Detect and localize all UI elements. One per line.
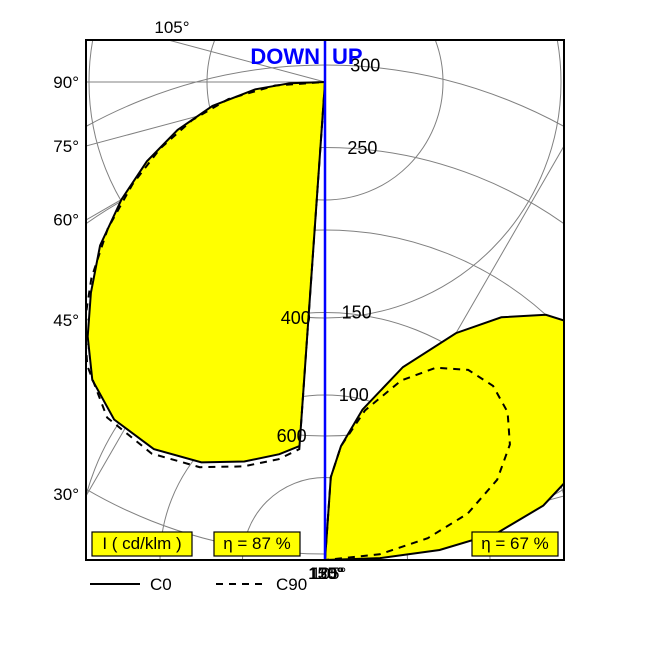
left-angle-90: 90° bbox=[53, 73, 79, 92]
left-angle-45: 45° bbox=[53, 311, 79, 330]
svg-text:150: 150 bbox=[342, 303, 372, 323]
legend-c90-label: C90 bbox=[276, 575, 307, 594]
eta-left-text: η = 87 % bbox=[223, 534, 291, 553]
eta-right-text: η = 67 % bbox=[481, 534, 549, 553]
left-angle-60: 60° bbox=[53, 210, 79, 229]
unit-text: I ( cd/klm ) bbox=[102, 534, 181, 553]
left-angle-75: 75° bbox=[53, 137, 79, 156]
svg-text:100: 100 bbox=[339, 385, 369, 405]
svg-text:400: 400 bbox=[281, 308, 311, 328]
svg-text:600: 600 bbox=[277, 426, 307, 446]
up-label: UP bbox=[332, 44, 363, 69]
polar-photometric-chart: 400600100150250300DOWNUPI ( cd/klm )η = … bbox=[0, 0, 650, 650]
right-angle-150: 150° bbox=[308, 564, 343, 583]
down-label: DOWN bbox=[250, 44, 320, 69]
svg-text:250: 250 bbox=[347, 138, 377, 158]
left-angle-105: 105° bbox=[154, 18, 189, 37]
legend-c0-label: C0 bbox=[150, 575, 172, 594]
left-angle-30: 30° bbox=[53, 485, 79, 504]
